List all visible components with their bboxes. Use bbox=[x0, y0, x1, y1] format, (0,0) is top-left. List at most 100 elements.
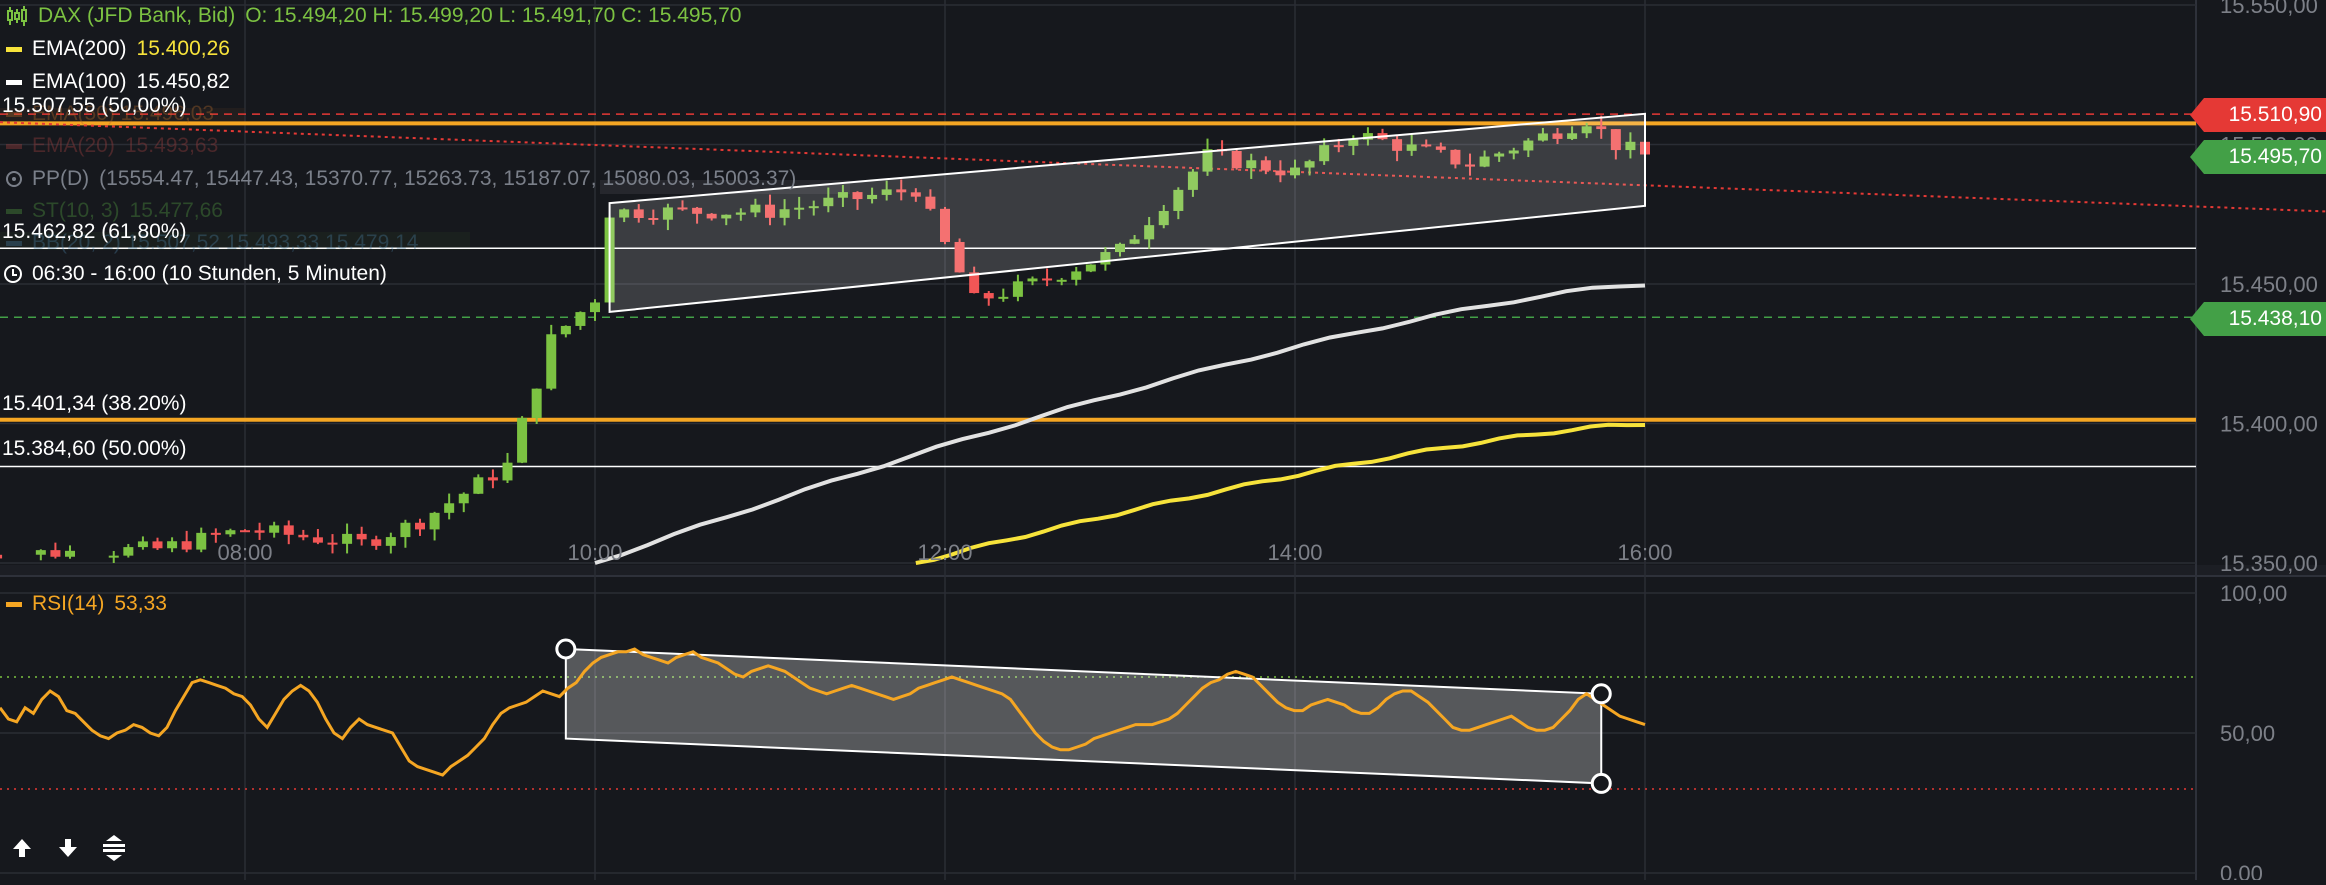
candle-body bbox=[1435, 146, 1446, 150]
candle-body bbox=[692, 207, 703, 214]
bb-ghost-text: BB(20, 2) 15.507,52 15.493,33 15.479,14 bbox=[32, 231, 419, 254]
y-tick-label: 15.400,00 bbox=[2220, 412, 2318, 437]
trendline-handle bbox=[1590, 683, 1612, 705]
candle-body bbox=[0, 554, 3, 559]
arrow-down-icon bbox=[59, 839, 77, 857]
fib-label-38-2: 15.401,34 (38.20%) bbox=[2, 392, 187, 415]
rsi-tick-label: 50,00 bbox=[2220, 721, 2275, 746]
x-tick-label: 12:00 bbox=[917, 540, 972, 565]
legend-rsi[interactable]: RSI(14) 53,33 bbox=[0, 592, 167, 616]
rsi-line bbox=[0, 647, 1646, 777]
candle-body bbox=[152, 541, 163, 549]
scroll-up-button[interactable] bbox=[2, 828, 42, 868]
candle-body bbox=[1479, 156, 1490, 167]
ema200-line bbox=[915, 422, 1646, 565]
candle-body bbox=[298, 534, 309, 538]
ema20-swatch bbox=[6, 143, 22, 149]
candlestick-icon bbox=[6, 5, 28, 27]
candle-body bbox=[487, 477, 498, 481]
y-tick-label: 15.350,00 bbox=[2220, 551, 2318, 576]
candle-body bbox=[1348, 139, 1359, 146]
legend-supertrend[interactable]: ST(10, 3) 15.477,66 bbox=[0, 199, 223, 223]
candle-body bbox=[108, 555, 119, 558]
candle-body bbox=[779, 209, 790, 218]
instrument-title: DAX (JFD Bank, Bid) bbox=[38, 4, 236, 27]
legend-ema20[interactable]: EMA(20) 15.493,63 bbox=[0, 134, 218, 158]
candle-body bbox=[1231, 150, 1242, 169]
candle-body bbox=[1552, 133, 1563, 139]
price-tag-last-text: 15.495,70 bbox=[2228, 145, 2322, 168]
x-tick-label: 08:00 bbox=[217, 540, 272, 565]
candle-body bbox=[65, 550, 75, 557]
layout-menu-button[interactable] bbox=[94, 828, 134, 868]
candle-body bbox=[181, 541, 192, 550]
candle-body bbox=[1304, 161, 1315, 168]
legend-pivot-points[interactable]: PP(D) (15554.47, 15447.43, 15370.77, 152… bbox=[0, 167, 796, 191]
candle-body bbox=[925, 196, 936, 209]
candle-body bbox=[969, 272, 980, 294]
rsi-swatch bbox=[6, 601, 22, 607]
fib-label-50-top: 15.507,55 (50,00%) bbox=[2, 94, 187, 117]
candle-body bbox=[254, 530, 265, 533]
candle-body bbox=[1056, 279, 1067, 282]
candle-body bbox=[575, 312, 586, 326]
ema20-name: EMA(20) bbox=[32, 134, 115, 157]
candle-body bbox=[502, 462, 513, 481]
legend-ema100[interactable]: EMA(100) 15.450,82 bbox=[0, 70, 230, 94]
candle-body bbox=[1290, 167, 1300, 176]
price-tag-resistance: 15.510,90 bbox=[2190, 98, 2326, 132]
ema100-swatch bbox=[6, 79, 22, 85]
candle-body bbox=[429, 512, 440, 530]
scroll-down-button[interactable] bbox=[48, 828, 88, 868]
legend-ema200[interactable]: EMA(200) 15.400,26 bbox=[0, 37, 230, 61]
x-tick-label: 14:00 bbox=[1267, 540, 1322, 565]
candle-body bbox=[1071, 271, 1082, 280]
candle-body bbox=[896, 189, 907, 193]
candle-body bbox=[721, 214, 732, 219]
candle-body bbox=[356, 533, 367, 540]
price-tag-support-text: 15.438,10 bbox=[2228, 307, 2322, 330]
candle-body bbox=[283, 525, 294, 535]
ema-ghost-swatch bbox=[6, 111, 22, 117]
candle-body bbox=[560, 325, 571, 335]
candle-body bbox=[867, 194, 878, 200]
candle-body bbox=[50, 550, 61, 557]
ema200-value: 15.400,26 bbox=[136, 37, 230, 60]
st-swatch bbox=[6, 208, 22, 214]
candle-body bbox=[1260, 160, 1271, 171]
legend-ema-ghost: EMA(50) 15.496,03 bbox=[0, 102, 214, 126]
candle-body bbox=[633, 209, 644, 219]
trendline-handle bbox=[555, 638, 577, 660]
candle-body bbox=[590, 302, 600, 313]
ema-ghost-text: EMA(50) 15.496,03 bbox=[32, 102, 215, 125]
price-channel bbox=[608, 112, 1646, 314]
candle-body bbox=[662, 207, 673, 220]
candle-body bbox=[385, 537, 396, 546]
candle-body bbox=[1523, 140, 1534, 151]
candle-body bbox=[706, 213, 717, 219]
arrow-up-icon bbox=[13, 839, 31, 857]
candle-body bbox=[473, 477, 484, 494]
candle-body bbox=[954, 241, 965, 273]
candle-body bbox=[1042, 278, 1053, 281]
candle-body bbox=[415, 522, 425, 530]
st-name: ST(10, 3) bbox=[32, 199, 120, 222]
y-tick-label: 15.550,00 bbox=[2220, 0, 2318, 18]
candle-body bbox=[1012, 281, 1023, 297]
candle-body bbox=[240, 530, 250, 533]
menu-icon bbox=[103, 835, 125, 861]
candle-body bbox=[1144, 225, 1155, 240]
ohlc-readout: O: 15.494,20 H: 15.499,20 L: 15.491,70 C… bbox=[245, 4, 742, 27]
candle-body bbox=[35, 550, 46, 555]
candle-body bbox=[167, 541, 178, 549]
candle-body bbox=[312, 537, 323, 543]
session-text: 06:30 - 16:00 (10 Stunden, 5 Minuten) bbox=[32, 262, 387, 285]
candle-body bbox=[1027, 278, 1038, 282]
candle-body bbox=[342, 533, 353, 544]
candle-body bbox=[852, 192, 863, 200]
legend-bbands-ghost: BB(20, 2) 15.507,52 15.493,33 15.479,14 bbox=[0, 231, 418, 255]
ema100-name: EMA(100) bbox=[32, 70, 127, 93]
candle-body bbox=[1158, 210, 1169, 226]
